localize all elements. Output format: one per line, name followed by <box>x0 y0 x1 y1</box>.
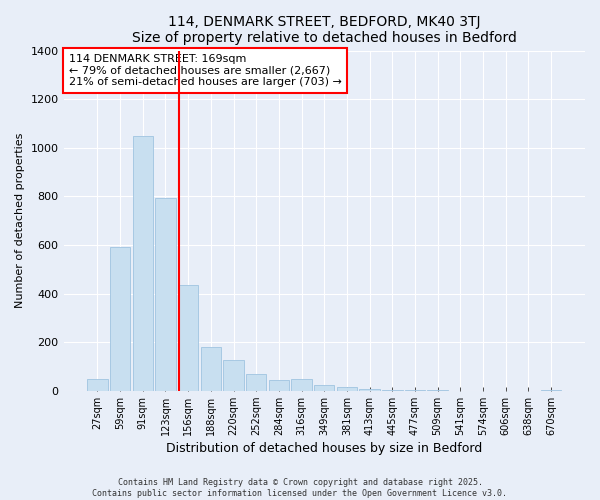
Bar <box>155 198 176 390</box>
Text: 114 DENMARK STREET: 169sqm
← 79% of detached houses are smaller (2,667)
21% of s: 114 DENMARK STREET: 169sqm ← 79% of deta… <box>69 54 341 87</box>
Y-axis label: Number of detached properties: Number of detached properties <box>15 133 25 308</box>
Bar <box>200 347 221 391</box>
X-axis label: Distribution of detached houses by size in Bedford: Distribution of detached houses by size … <box>166 442 482 455</box>
Bar <box>110 248 130 390</box>
Bar <box>246 374 266 390</box>
Bar <box>223 360 244 390</box>
Bar <box>292 378 312 390</box>
Bar <box>87 378 107 390</box>
Bar <box>337 387 357 390</box>
Bar <box>359 389 380 390</box>
Text: Contains HM Land Registry data © Crown copyright and database right 2025.
Contai: Contains HM Land Registry data © Crown c… <box>92 478 508 498</box>
Bar <box>269 380 289 390</box>
Bar <box>133 136 153 390</box>
Bar <box>178 285 199 391</box>
Title: 114, DENMARK STREET, BEDFORD, MK40 3TJ
Size of property relative to detached hou: 114, DENMARK STREET, BEDFORD, MK40 3TJ S… <box>132 15 517 45</box>
Bar <box>314 384 334 390</box>
